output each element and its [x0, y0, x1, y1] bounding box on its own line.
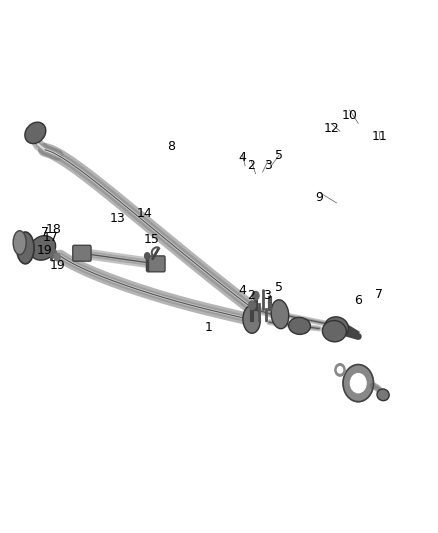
Ellipse shape — [13, 231, 26, 255]
Text: 4: 4 — [239, 151, 247, 164]
Text: 9: 9 — [315, 191, 323, 204]
Text: 7: 7 — [375, 288, 383, 301]
Text: 6: 6 — [354, 294, 362, 308]
Text: 14: 14 — [136, 207, 152, 220]
Text: 2: 2 — [247, 159, 255, 172]
Text: 1: 1 — [205, 321, 212, 334]
Ellipse shape — [271, 300, 289, 329]
Ellipse shape — [289, 317, 311, 334]
Ellipse shape — [243, 306, 260, 333]
FancyBboxPatch shape — [147, 256, 165, 272]
Circle shape — [337, 367, 343, 373]
Ellipse shape — [17, 232, 34, 264]
Text: 10: 10 — [342, 109, 357, 122]
Circle shape — [252, 292, 259, 300]
Ellipse shape — [25, 122, 46, 143]
Text: 12: 12 — [323, 122, 339, 135]
Ellipse shape — [325, 317, 349, 338]
Text: 19: 19 — [49, 259, 65, 272]
Text: 8: 8 — [167, 140, 175, 153]
Ellipse shape — [322, 320, 346, 342]
Text: 11: 11 — [371, 130, 387, 143]
Text: 13: 13 — [110, 212, 126, 225]
Text: 3: 3 — [263, 289, 271, 302]
Text: 5: 5 — [275, 149, 283, 161]
Text: 17: 17 — [42, 231, 59, 244]
Text: 2: 2 — [247, 289, 255, 302]
Circle shape — [350, 374, 366, 393]
Circle shape — [343, 365, 374, 402]
Text: 7: 7 — [41, 225, 49, 239]
Circle shape — [145, 253, 150, 259]
Circle shape — [249, 301, 255, 310]
Text: 18: 18 — [46, 223, 62, 236]
Text: 5: 5 — [275, 281, 283, 294]
Text: 15: 15 — [144, 233, 159, 246]
Circle shape — [335, 364, 345, 376]
Text: 3: 3 — [264, 159, 272, 172]
Text: 4: 4 — [238, 284, 246, 297]
Circle shape — [54, 253, 60, 261]
FancyBboxPatch shape — [73, 245, 91, 261]
Circle shape — [49, 248, 57, 258]
Text: 19: 19 — [37, 244, 53, 257]
Ellipse shape — [30, 236, 56, 260]
Ellipse shape — [377, 389, 389, 401]
